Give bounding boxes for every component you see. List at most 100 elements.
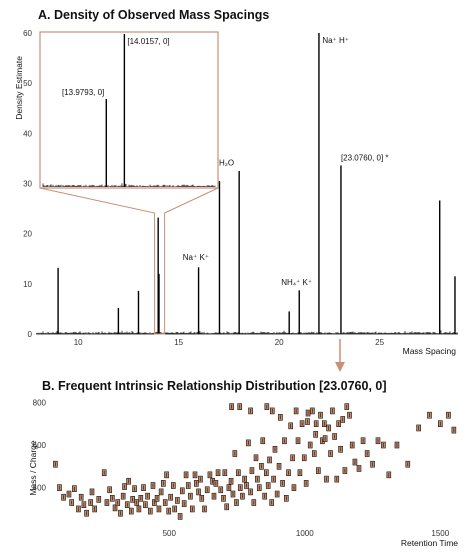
scatter-point: [316, 467, 321, 474]
scatter-point: [147, 507, 153, 515]
inset-noise: [42, 183, 216, 187]
scatter-point: [256, 484, 262, 491]
scatter-point: [290, 454, 295, 462]
panel-a-y-tick-label: 60: [23, 29, 32, 38]
scatter-point: [185, 482, 191, 489]
scatter-point: [164, 471, 169, 479]
scatter-point: [126, 477, 131, 485]
panel-b-ylabel: Mass / Charge: [28, 440, 38, 496]
panel-a-y-tick-label: 20: [23, 230, 32, 239]
scatter-point: [221, 494, 226, 502]
scatter-point: [272, 445, 278, 453]
scatter-point: [253, 454, 259, 462]
scatter-point: [218, 486, 224, 494]
scatter-point: [282, 437, 287, 445]
scatter-point: [344, 403, 350, 410]
scatter-point: [115, 499, 121, 506]
scatter-point: [158, 488, 164, 496]
scatter-point: [328, 450, 333, 457]
scatter-point: [188, 492, 193, 500]
scatter-point: [213, 480, 219, 487]
panel-a-x-tick-label: 25: [375, 338, 384, 347]
panel-b-y-tick-label: 800: [33, 398, 47, 407]
scatter-point: [199, 494, 205, 502]
scatter-point: [324, 475, 329, 483]
scatter-point: [232, 450, 238, 457]
scatter-point: [76, 505, 81, 513]
scatter-point: [269, 499, 275, 506]
panel-a-ticks: 0 10 20 30 40 50 60 10 15 20 25: [23, 29, 385, 347]
scatter-point: [446, 411, 451, 419]
scatter-point: [286, 469, 291, 477]
scatter-point: [338, 445, 343, 453]
scatter-point: [132, 485, 137, 493]
scatter-point: [228, 477, 234, 485]
scatter-point: [356, 465, 362, 472]
scatter-point: [134, 499, 140, 506]
panel-a-x-tick-label: 10: [74, 338, 83, 347]
scatter-point: [267, 456, 272, 464]
scatter-point: [61, 493, 66, 501]
scatter-point: [81, 501, 87, 508]
scatter-point: [364, 450, 370, 457]
scatter-point: [342, 467, 348, 474]
scatter-point: [269, 407, 275, 415]
scatter-point: [405, 460, 411, 468]
scatter-point: [66, 490, 72, 498]
scatter-point: [240, 492, 245, 500]
scatter-point: [222, 469, 228, 477]
panel-a-y-tick-label: 10: [23, 280, 32, 289]
scatter-point: [340, 416, 346, 423]
scatter-point: [451, 426, 457, 434]
scatter-point: [192, 471, 198, 479]
peak-annotation: NH₄⁺ K⁺: [281, 278, 312, 287]
scatter-point: [237, 403, 243, 410]
scatter-point: [262, 492, 267, 500]
panel-b-y-tick-label: 600: [33, 441, 47, 450]
scatter-point: [278, 414, 283, 421]
scatter-point: [179, 487, 185, 495]
scatter-point: [332, 433, 337, 440]
scatter-point: [57, 484, 62, 491]
scatter-point: [370, 460, 375, 468]
scatter-point: [381, 441, 386, 449]
panel-b-x-tick-label: 500: [163, 529, 177, 538]
scatter-point: [136, 505, 142, 513]
scatter-point: [255, 475, 260, 483]
baseline-noise: [36, 330, 458, 334]
scatter-point: [156, 505, 162, 513]
peak-annotation: Na⁺ K⁺: [183, 253, 209, 262]
scatter-point: [299, 420, 305, 428]
scatter-point: [150, 482, 156, 489]
panel-a-y-tick-label: 30: [23, 180, 32, 189]
scatter-point: [234, 499, 239, 506]
scatter-point: [313, 420, 319, 428]
scatter-point: [166, 507, 172, 515]
panel-b-xlabel: Retention Time: [401, 538, 458, 548]
scatter-point: [224, 503, 230, 511]
scatter-point: [226, 484, 232, 491]
scatter-point: [96, 496, 102, 503]
scatter-point: [326, 424, 331, 432]
panel-a-density-trace: [36, 33, 458, 334]
scatter-point: [229, 403, 234, 410]
scatter-point: [130, 496, 135, 503]
scatter-point: [249, 467, 255, 474]
scatter-point: [141, 484, 146, 491]
scatter-point: [259, 463, 264, 470]
inset-trace: [42, 34, 216, 187]
scatter-point: [274, 490, 280, 498]
scatter-point: [154, 494, 160, 502]
scatter-point: [183, 471, 189, 479]
scatter-point: [104, 499, 110, 506]
scatter-point: [303, 480, 309, 487]
scatter-point: [118, 509, 123, 517]
scatter-point: [230, 490, 236, 498]
scatter-point: [172, 505, 177, 513]
scatter-point: [347, 411, 352, 419]
scatter-point: [313, 431, 318, 438]
scatter-point: [349, 441, 355, 449]
scatter-point: [310, 407, 315, 415]
inset-frame: [39, 31, 219, 189]
